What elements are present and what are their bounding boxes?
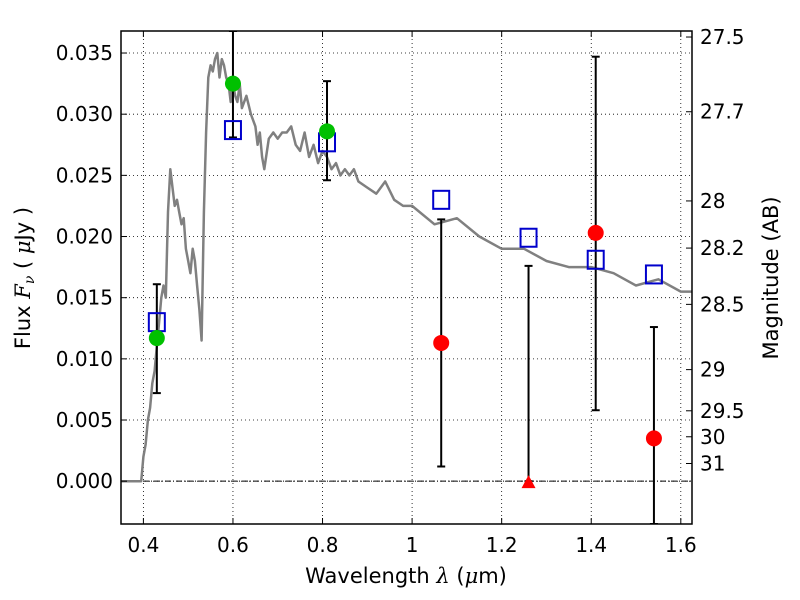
- flux-point-circle: [148, 330, 165, 347]
- y-tick-label: 0.010: [56, 347, 113, 371]
- y-tick-label: 0.005: [56, 408, 113, 432]
- flux-point-circle: [433, 334, 450, 351]
- magnitude-tick-label: 30: [700, 425, 725, 449]
- model-photometry-markers: [147, 120, 663, 333]
- model-photometry-square: [432, 189, 451, 210]
- x-tick-label: 1.6: [665, 533, 697, 557]
- flux-point-circle: [587, 224, 604, 241]
- error-bars: [152, 31, 658, 524]
- y-tick-label: 0.015: [56, 286, 113, 310]
- y-tick-label: 0.025: [56, 163, 113, 187]
- x-axis-label: Wavelength λ (μm): [305, 564, 507, 588]
- magnitude-tick-label: 28: [700, 189, 725, 213]
- flux-point-circle: [645, 430, 662, 447]
- flux-point-circle: [319, 123, 336, 140]
- axes-frame: [120, 30, 693, 525]
- x-tick-label: 1: [406, 533, 419, 557]
- magnitude-tick-label: 29: [700, 358, 725, 382]
- model-photometry-square: [519, 227, 538, 248]
- y-tick-label: 0.035: [56, 41, 113, 65]
- model-photometry-square: [223, 120, 242, 141]
- x-tick-label: 0.6: [217, 533, 249, 557]
- x-tick-label: 1.4: [575, 533, 607, 557]
- model-sed-curve: [121, 51, 692, 483]
- y-axis-right-label: Magnitude (AB): [759, 196, 783, 359]
- y-axis-label: Flux Fν ( μJy ): [11, 207, 38, 349]
- magnitude-tick-label: 29.5: [700, 399, 745, 423]
- magnitude-tick-label: 27.7: [700, 100, 745, 124]
- y-tick-label: 0.000: [56, 469, 113, 493]
- magnitude-tick-label: 31: [700, 452, 725, 476]
- plot-frame: [120, 30, 693, 525]
- x-axis-ticks: 0.4 0.6 0.8 1 1.2 1.4 1.6: [127, 31, 697, 557]
- x-tick-label: 0.4: [127, 533, 159, 557]
- model-sed-line: [121, 51, 692, 483]
- upper-limit-triangle: [521, 475, 536, 489]
- y-axis-ticks: 0.000 0.005 0.010 0.015 0.020 0.025 0.030 0.035: [56, 41, 127, 493]
- flux-point-circle: [224, 75, 241, 92]
- x-tick-label: 0.8: [307, 533, 339, 557]
- y-tick-label: 0.030: [56, 102, 113, 126]
- magnitude-tick-label: 28.2: [700, 236, 745, 260]
- model-photometry-square: [644, 264, 663, 285]
- magnitude-tick-label: 27.5: [700, 25, 745, 49]
- observed-flux-markers: [148, 75, 662, 489]
- x-tick-label: 1.2: [486, 533, 518, 557]
- magnitude-tick-label: 28.5: [700, 292, 745, 316]
- y-tick-label: 0.020: [56, 225, 113, 249]
- model-photometry-square: [586, 249, 605, 270]
- magnitude-axis-ticks: 27.5 27.7 28 28.2 28.5 29 29.530 31: [686, 25, 745, 476]
